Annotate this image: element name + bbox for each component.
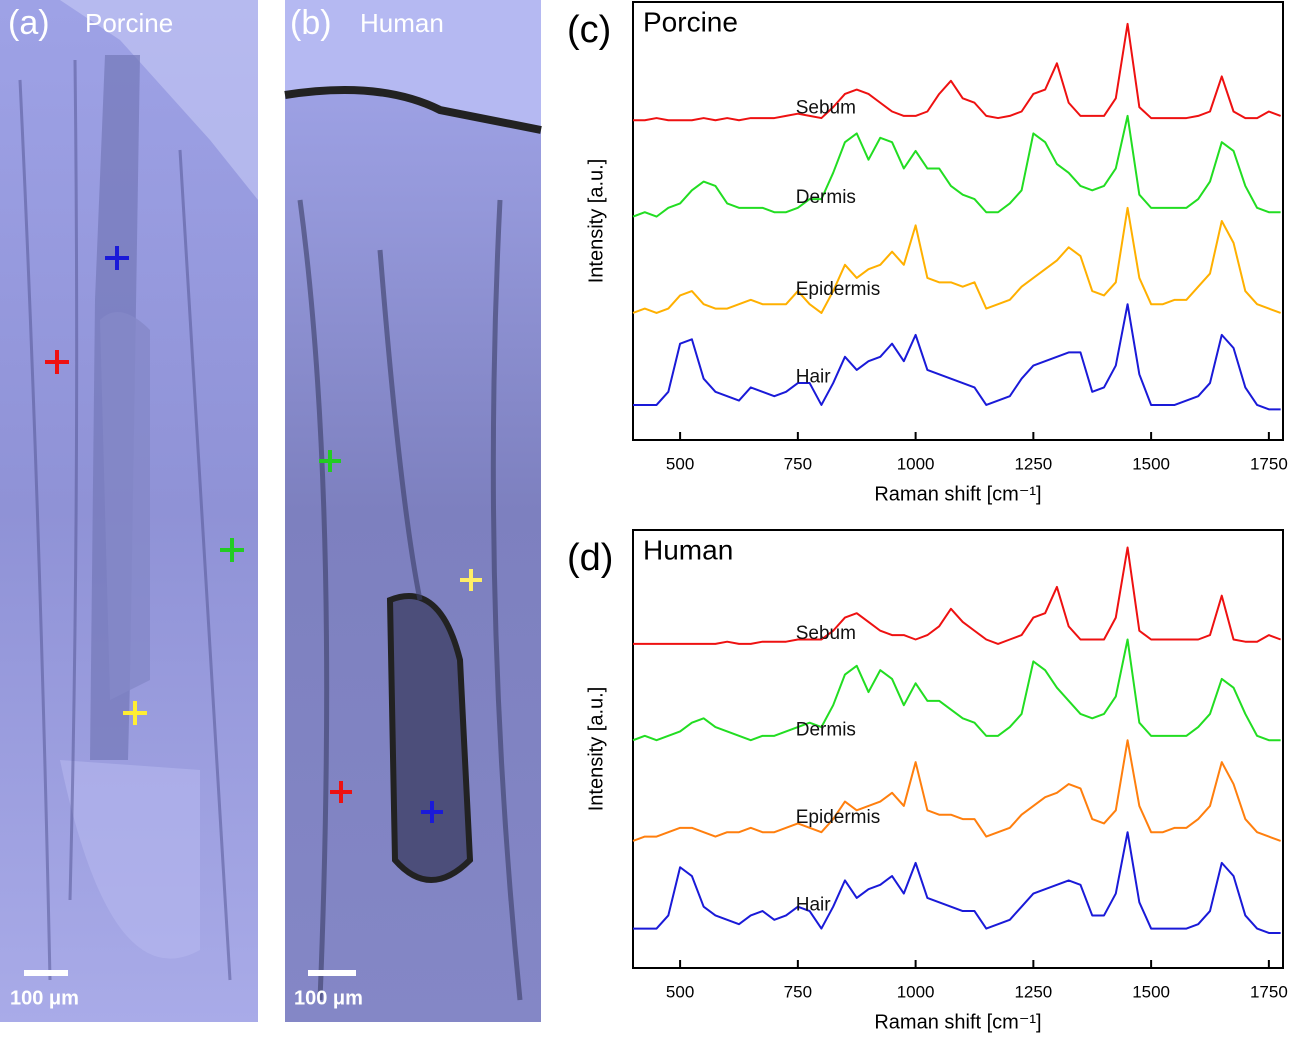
x-tick-label: 1250 [1014,982,1052,1001]
series-label: Dermis [796,719,856,740]
spectrum-line [633,303,1281,411]
spectrum-line [633,22,1281,122]
x-tick-label: 1000 [897,454,935,473]
spectrum-line [632,114,1281,218]
x-tick-label: 1500 [1132,454,1170,473]
panel-label: (b) [290,4,332,42]
x-tick-label: 1750 [1250,982,1288,1001]
spectrum-line [632,206,1281,314]
series-label: Hair [796,367,832,388]
series-label: Sebum [796,97,856,118]
y-axis-label: Intensity [a.u.] [585,687,607,812]
panel-label: (a) [8,4,50,42]
x-tick-label: 1750 [1250,454,1288,473]
chart-label: (c) [567,9,611,51]
charts: 500 750 1000 1250 1500 1750 (c) Porcine Raman sh… [567,1,1288,1033]
plot-frame [632,529,1284,969]
chart-title: Human [643,534,733,565]
series-label: Dermis [796,187,856,208]
series-label: Sebum [796,623,856,644]
x-tick-label: 1000 [897,982,935,1001]
scale-bar-label: 100 μm [10,987,79,1009]
series-label: Epidermis [796,807,880,828]
chart-title: Porcine [643,6,738,37]
plot-frame [632,1,1284,441]
y-axis-label: Intensity [a.u.] [585,159,607,284]
x-tick-label: 500 [666,454,694,473]
x-axis-label: Raman shift [cm⁻¹] [874,483,1041,505]
spectrum-line [632,638,1281,742]
spectrum-line [632,739,1281,842]
series-label: Hair [796,895,832,916]
spectrum-line [633,546,1281,645]
chart-label: (d) [567,537,613,579]
scale-bar-label: 100 μm [294,987,363,1009]
x-tick-label: 1500 [1132,982,1170,1001]
x-tick-label: 500 [666,982,694,1001]
panel-title: Porcine [85,8,173,38]
spectrum-line [633,831,1281,934]
micrograph-b: (b) Human 100 μm [284,0,542,1022]
series-label: Epidermis [796,279,880,300]
panel-title: Human [360,8,444,38]
x-axis-label: Raman shift [cm⁻¹] [874,1011,1041,1033]
x-tick-label: 1250 [1014,454,1052,473]
x-tick-label: 750 [784,454,812,473]
micrograph-a: (a) Porcine 100 μm [0,0,258,1022]
x-tick-label: 750 [784,982,812,1001]
